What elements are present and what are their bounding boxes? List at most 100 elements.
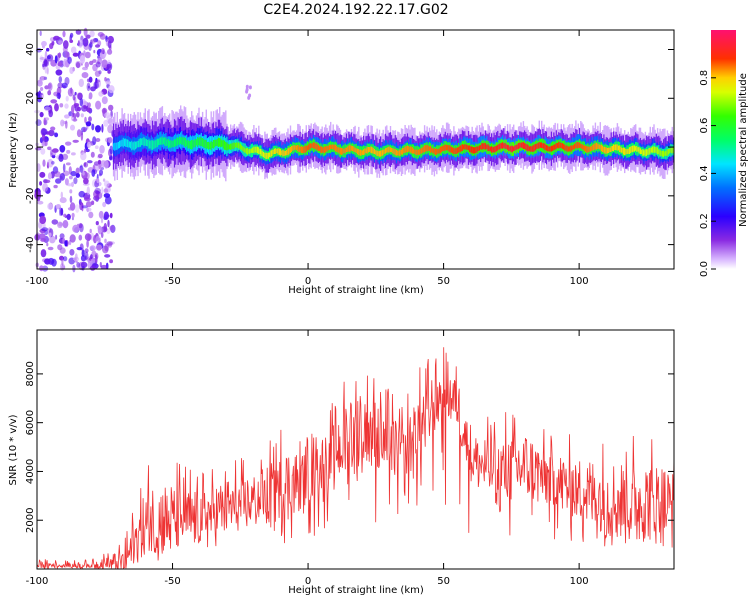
spectrogram-cell xyxy=(508,145,510,152)
spectrogram-noise-cell xyxy=(78,190,86,198)
spectrogram-cell xyxy=(654,146,656,153)
spectrogram-noise-cell xyxy=(104,112,111,119)
spectrogram-noise-cell xyxy=(80,152,87,161)
spectrogram-cell xyxy=(227,143,229,150)
spectrogram-cell xyxy=(630,146,632,154)
spectrogram-cell xyxy=(144,138,146,146)
spectrogram-noise-cell xyxy=(51,154,56,159)
spectrogram-noise-cell xyxy=(65,120,68,129)
spectrogram-cell xyxy=(433,148,436,154)
spectrogram-cell xyxy=(323,146,326,154)
spectrogram-noise-cell xyxy=(35,147,42,151)
spectrogram-cell xyxy=(293,145,295,151)
spectrogram-noise-cell xyxy=(39,171,46,178)
spectrogram-cell xyxy=(545,145,548,151)
spectrogram-noise-cell xyxy=(46,242,49,247)
spectrogram-noise-cell xyxy=(39,76,46,81)
spectrogram-cell xyxy=(524,143,526,149)
spectrogram-cell xyxy=(633,145,636,152)
spectrogram-noise-cell xyxy=(102,201,107,208)
spectrogram-cell xyxy=(356,148,359,155)
spectrogram-noise-cell xyxy=(47,158,54,168)
spectrogram-cell xyxy=(380,150,382,157)
spectrogram-ytick-label: 20 xyxy=(25,92,36,105)
spectrogram-cell xyxy=(453,147,455,155)
spectrogram-cell xyxy=(622,147,625,155)
spectrogram-cell xyxy=(564,144,566,151)
spectrogram-noise-cell xyxy=(88,211,94,219)
spectrogram-cell xyxy=(377,151,379,157)
spectrogram-cell xyxy=(149,140,151,149)
spectrogram-cell xyxy=(391,147,393,153)
spectrogram-cell xyxy=(530,146,532,152)
snr-ylabel: SNR (10 * v/v) xyxy=(8,414,19,485)
spectrogram-cell xyxy=(222,140,225,149)
spectrogram-cell xyxy=(482,143,484,149)
spectrogram-cell xyxy=(653,146,655,153)
spectrogram-noise-cell xyxy=(65,141,72,146)
spectrogram-cell xyxy=(480,145,482,150)
spectrogram-cell xyxy=(132,142,134,150)
spectrogram-noise-cell xyxy=(91,169,96,177)
spectrogram-cell xyxy=(186,140,188,147)
spectrogram-noise-cell xyxy=(65,95,69,102)
spectrogram-cell xyxy=(515,145,517,151)
spectrogram-noise-cell xyxy=(44,50,48,60)
spectrogram-cell xyxy=(413,148,415,154)
spectrogram-cell xyxy=(600,144,603,152)
spectrogram-cell xyxy=(120,140,122,147)
spectrogram-cell xyxy=(182,137,184,145)
spectrogram-cell xyxy=(406,145,409,153)
spectrogram-cell xyxy=(297,145,299,152)
spectrogram-cell xyxy=(314,142,316,149)
spectrogram-noise-cell xyxy=(42,182,49,192)
spectrogram-cell xyxy=(358,149,360,156)
spectrogram-cell xyxy=(456,147,459,154)
spectrogram-cell xyxy=(330,144,332,150)
snr-frame xyxy=(36,329,675,570)
spectrogram-noise-cell xyxy=(51,161,55,165)
spectrogram-cell xyxy=(442,145,444,152)
spectrogram-noise-cell xyxy=(94,79,101,83)
spectrogram-ytick-label: 40 xyxy=(25,43,36,56)
snr-series-line xyxy=(36,347,675,570)
spectrogram-noise-cell xyxy=(107,49,113,55)
spectrogram-noise-cell xyxy=(100,264,108,270)
spectrogram-cell xyxy=(441,146,443,153)
spectrogram-cell xyxy=(659,149,661,156)
spectrogram-noise-cell xyxy=(83,128,86,132)
spectrogram-cell xyxy=(467,145,470,151)
spectrogram-noise-cell xyxy=(75,62,81,69)
spectrogram-cell xyxy=(121,139,123,147)
spectrogram-cell xyxy=(367,147,370,153)
spectrogram-noise-cell xyxy=(84,248,89,253)
spectrogram-cell xyxy=(528,146,531,152)
spectrogram-noise-cell xyxy=(36,163,41,172)
spectrogram-cell xyxy=(398,150,400,156)
spectrogram-noise-cell xyxy=(107,219,110,228)
spectrogram-noise-cell xyxy=(100,232,104,238)
spectrogram-cell xyxy=(360,149,362,156)
spectrogram-cell xyxy=(595,142,598,150)
spectrogram-noise-cell xyxy=(39,181,43,186)
spectrogram-cell xyxy=(655,147,658,154)
spectrogram-cell xyxy=(625,148,627,155)
spectrogram-noise-cell xyxy=(72,224,80,233)
spectrogram-cell xyxy=(571,145,573,151)
spectrogram-cell xyxy=(670,148,672,153)
spectrogram-cell xyxy=(239,143,242,150)
spectrogram-cell xyxy=(621,148,623,153)
spectrogram-cell xyxy=(189,140,192,149)
spectrogram-noise-cell xyxy=(86,239,89,248)
spectrogram-noise-cell xyxy=(75,173,81,178)
spectrogram-noise-cell xyxy=(58,76,63,83)
spectrogram-noise-cell xyxy=(51,148,59,153)
spectrogram-cell xyxy=(444,144,447,151)
spectrogram-cell xyxy=(563,143,565,150)
spectrogram-cell xyxy=(664,151,666,156)
spectrogram-noise-cell xyxy=(70,112,74,121)
spectrogram-noise-cell xyxy=(53,184,58,189)
spectrogram-noise-cell xyxy=(47,55,51,60)
spectrogram-cell xyxy=(608,147,610,153)
